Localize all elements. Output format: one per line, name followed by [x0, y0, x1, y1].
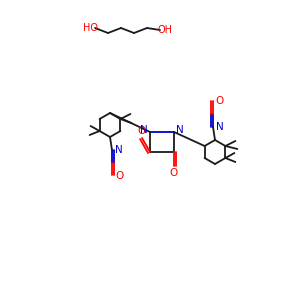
Text: O: O [115, 171, 123, 181]
Text: O: O [137, 126, 145, 136]
Text: N: N [216, 122, 224, 132]
Text: N: N [140, 125, 148, 135]
Text: OH: OH [158, 25, 172, 35]
Text: O: O [216, 96, 224, 106]
Text: N: N [176, 125, 184, 135]
Text: N: N [115, 145, 123, 155]
Text: HO: HO [82, 23, 98, 33]
Text: O: O [170, 168, 178, 178]
